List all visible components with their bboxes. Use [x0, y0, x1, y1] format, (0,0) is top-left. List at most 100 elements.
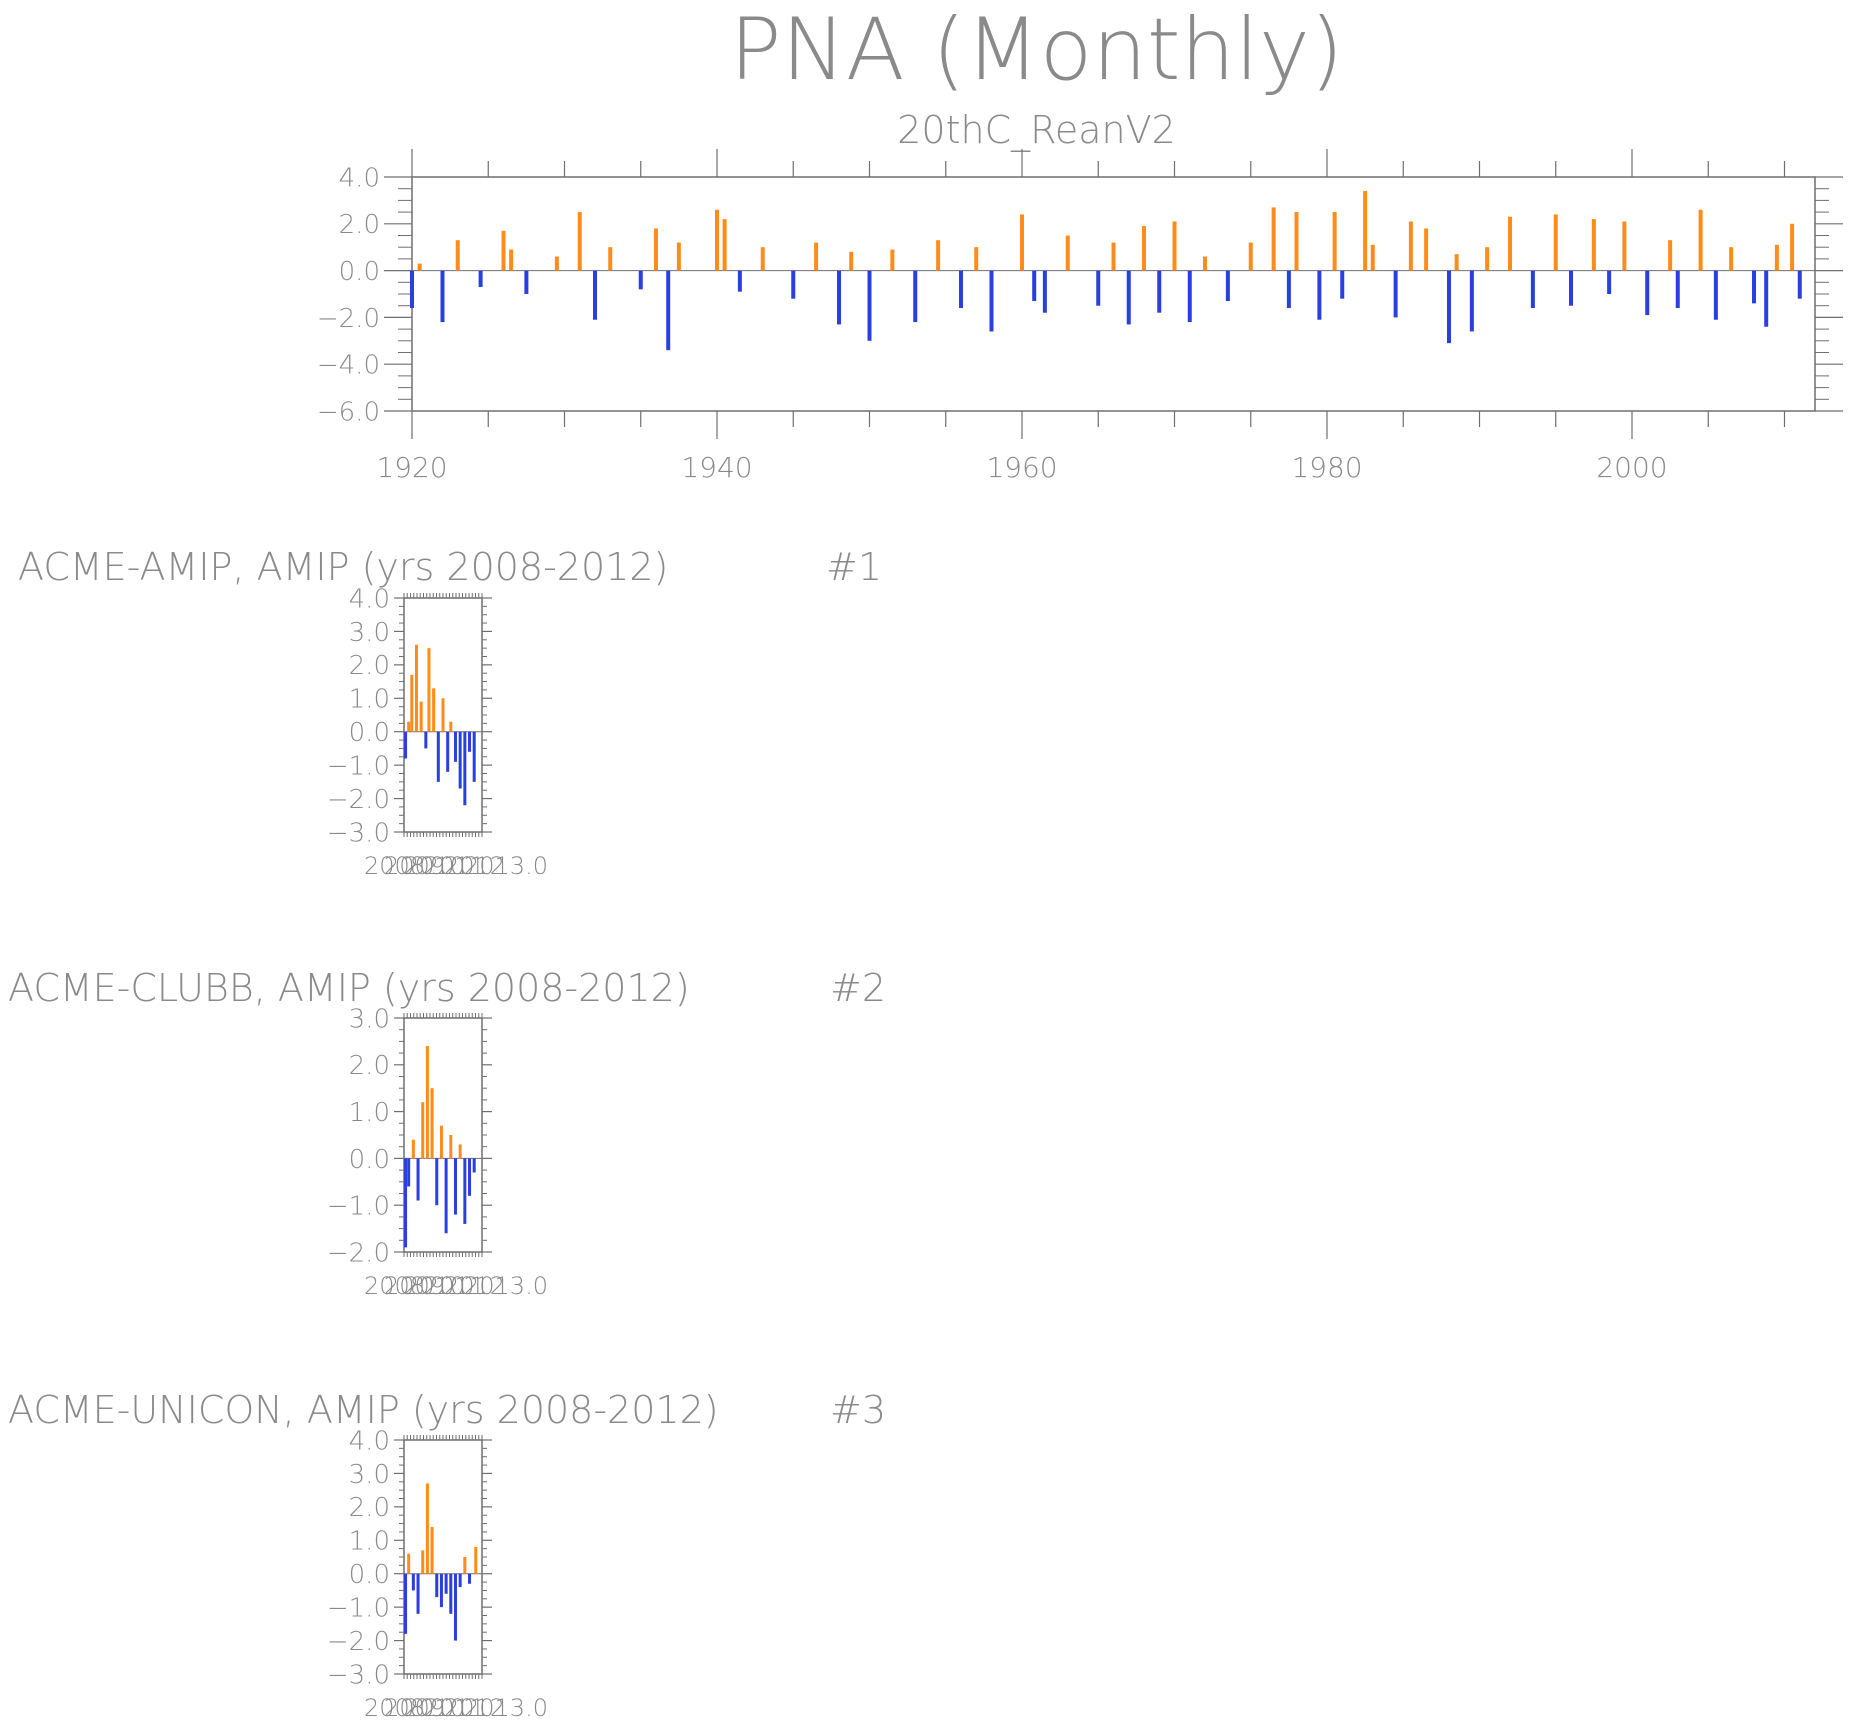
bar-positive: [1454, 254, 1459, 271]
bar-positive: [463, 1557, 467, 1574]
panel-2-title: ACME-CLUBB, AMIP (yrs 2008-2012): [8, 966, 690, 1010]
bar-negative: [463, 731, 467, 806]
y-tick-label: 2.0: [349, 651, 390, 681]
x-tick-label: 2000: [1596, 451, 1667, 484]
plot-frame: [403, 1439, 483, 1675]
x-tick-label: 1940: [681, 451, 752, 484]
bar-negative: [913, 270, 918, 323]
chart-1: −6.0 −4.0 −2.0 0.0 2.0 4.0 1920 1940 1960 1980 200…: [317, 149, 1843, 484]
bar-negative: [593, 270, 597, 320]
bar-negative: [444, 1573, 448, 1594]
bar-negative: [439, 1573, 443, 1608]
panel-3-number: #3: [830, 1388, 887, 1432]
bar-negative: [1469, 270, 1474, 332]
x-tick-label: 1920: [376, 451, 447, 484]
bar-positive: [1508, 216, 1512, 271]
x-tick-label: 2013.0: [464, 1272, 548, 1300]
bar-positive: [1774, 244, 1779, 271]
y-tick-label: −2.0: [317, 304, 380, 334]
bar-negative: [1393, 270, 1398, 318]
y-tick-label: 1.0: [349, 1527, 390, 1557]
bar-positive: [425, 1483, 429, 1574]
y-tick-label: −3.0: [327, 1660, 390, 1690]
bar-positive: [1485, 247, 1490, 271]
bar-positive: [432, 688, 436, 732]
bar-positive: [1729, 247, 1734, 271]
bar-positive: [407, 1553, 411, 1574]
bar-positive: [1248, 242, 1253, 271]
bar-positive: [577, 212, 582, 271]
bar-negative: [453, 731, 457, 762]
bar-negative: [1096, 270, 1101, 306]
bar-negative: [1569, 270, 1573, 306]
bar-negative: [472, 1158, 476, 1173]
y-tick-label: 0.0: [349, 1560, 390, 1590]
bar-positive: [427, 648, 431, 732]
bar-positive: [474, 1546, 478, 1574]
panel-1-title: ACME-AMIP, AMIP (yrs 2008-2012): [18, 545, 669, 589]
x-tick-label: 2011: [424, 1694, 485, 1722]
y-tick-label: 4.0: [339, 163, 380, 193]
bar-positive: [936, 240, 941, 271]
bar-positive: [1020, 214, 1024, 271]
bar-negative: [1317, 270, 1322, 320]
y-tick-label: −6.0: [317, 397, 380, 427]
x-tick-label: 2008: [364, 1694, 425, 1722]
y-tick-label: 3.0: [349, 1460, 390, 1490]
bar-positive: [1698, 209, 1703, 271]
bar-positive: [1172, 221, 1177, 271]
bar-negative: [449, 1573, 453, 1614]
x-tick-label: 2008: [364, 1272, 425, 1300]
bar-positive: [439, 1125, 443, 1159]
bar-positive: [654, 228, 658, 271]
bar-negative: [444, 1158, 448, 1234]
y-tick-label: 0.0: [349, 1145, 390, 1175]
bar-negative: [446, 731, 450, 772]
y-tick-label: −1.0: [327, 1594, 390, 1624]
y-tick-label: 3.0: [349, 1004, 390, 1034]
bar-positive: [1142, 226, 1146, 271]
bar-negative: [791, 270, 796, 299]
bar-positive: [410, 674, 414, 732]
bar-positive: [449, 721, 453, 732]
bar-negative: [1286, 270, 1291, 309]
bar-positive: [1591, 219, 1596, 271]
bar-negative: [1225, 270, 1230, 302]
bar-negative: [468, 731, 472, 752]
bar-negative: [1764, 270, 1769, 327]
bar-negative: [1032, 270, 1037, 302]
bar-negative: [416, 1158, 420, 1201]
bar-positive: [1294, 212, 1299, 271]
bar-positive: [449, 1135, 453, 1159]
bar-positive: [814, 242, 819, 271]
bar-negative: [404, 1573, 408, 1634]
y-tick-label: 1.0: [349, 1098, 390, 1128]
bar-positive: [890, 249, 895, 271]
bar-negative: [837, 270, 841, 325]
bar-positive: [458, 1144, 462, 1159]
bar-positive: [430, 1526, 434, 1574]
x-tick-label: 2010: [404, 852, 465, 880]
bar-negative: [436, 731, 440, 782]
page-title: PNA (Monthly): [729, 0, 1344, 100]
bar-negative: [1797, 270, 1802, 299]
bar-negative: [411, 1573, 415, 1591]
y-tick-label: −2.0: [327, 785, 390, 815]
bar-positive: [715, 209, 719, 271]
bar-negative: [524, 270, 529, 294]
plot-frame: [411, 176, 1816, 412]
x-tick-label: 2010: [404, 1272, 465, 1300]
plot-frame: [403, 1017, 483, 1253]
bar-positive: [849, 251, 854, 271]
bar-positive: [1332, 212, 1337, 271]
bar-negative: [435, 1573, 439, 1598]
y-tick-label: 2.0: [349, 1493, 390, 1523]
y-tick-label: 4.0: [349, 584, 390, 614]
bar-positive: [421, 1550, 425, 1574]
x-tick-label: 2012: [444, 852, 505, 880]
panel-3-title: ACME-UNICON, AMIP (yrs 2008-2012): [8, 1388, 719, 1432]
bar-negative: [1645, 270, 1650, 316]
bar-positive: [414, 644, 418, 732]
bar-positive: [509, 249, 514, 271]
bar-positive: [430, 1088, 434, 1159]
